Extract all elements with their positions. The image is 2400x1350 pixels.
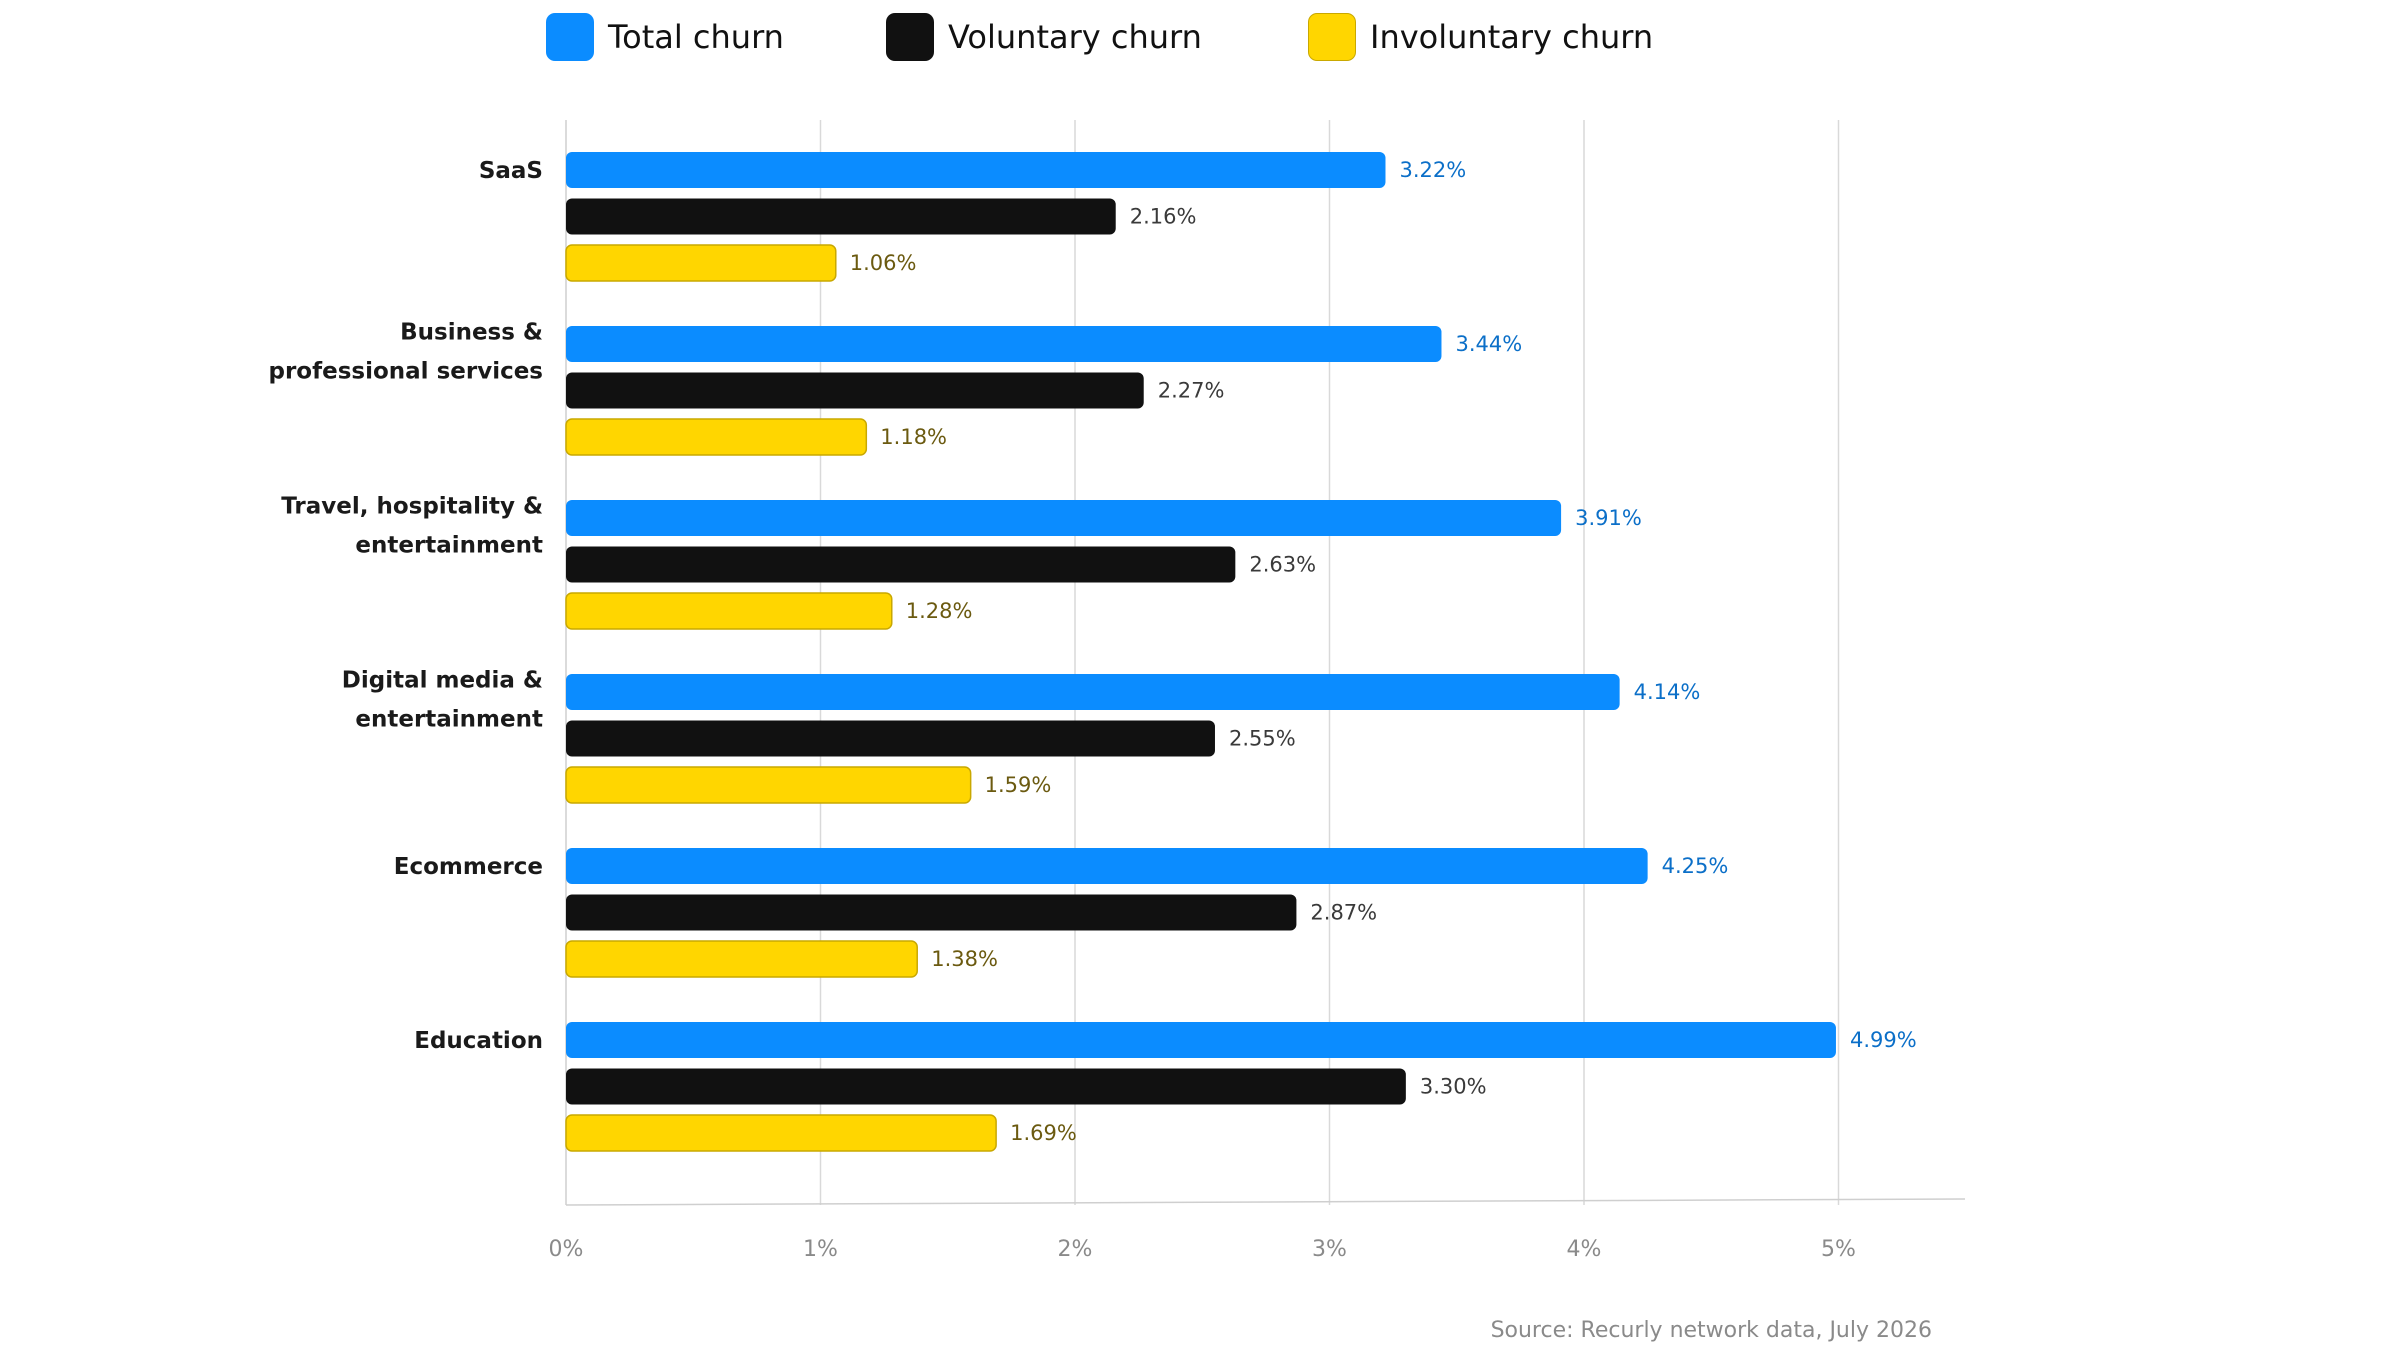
data-label: 1.28%: [906, 599, 973, 623]
category-label: entertainment: [355, 533, 543, 559]
bar: [566, 1022, 1836, 1058]
bar: [565, 940, 918, 978]
x-axis-line: [565, 1198, 1966, 1206]
data-label: 1.06%: [850, 251, 917, 275]
category-label: entertainment: [355, 707, 543, 733]
legend-label-voluntary: Voluntary churn: [948, 18, 1202, 56]
bar: [566, 848, 1648, 884]
data-label: 1.38%: [931, 947, 998, 971]
category-label: SaaS: [479, 158, 543, 184]
x-tick-label: 4%: [1567, 1237, 1602, 1262]
bar: [566, 1068, 1406, 1105]
category-label: professional services: [269, 359, 544, 385]
legend-item-involuntary: Involuntary churn: [1308, 12, 1653, 62]
legend-item-total: Total churn: [546, 12, 784, 62]
bar: [566, 546, 1236, 583]
bar: [566, 198, 1116, 235]
x-tick-label: 3%: [1312, 1237, 1347, 1262]
source-note: Source: Recurly network data, July 2026: [1490, 1318, 1932, 1343]
data-label: 4.99%: [1850, 1028, 1917, 1052]
category-label: Digital media &: [342, 668, 543, 694]
bar: [565, 766, 972, 804]
x-tick-label: 5%: [1821, 1237, 1856, 1262]
category-label: Business &: [400, 320, 543, 346]
data-label: 4.14%: [1634, 680, 1701, 704]
data-label: 3.30%: [1420, 1075, 1487, 1099]
data-label: 4.25%: [1662, 854, 1729, 878]
bar: [565, 592, 893, 630]
bar: [565, 1114, 997, 1152]
category-label: Ecommerce: [394, 854, 543, 880]
bar: [566, 894, 1297, 931]
data-label: 3.44%: [1455, 332, 1522, 356]
legend-label-total: Total churn: [608, 18, 784, 56]
legend-label-involuntary: Involuntary churn: [1370, 18, 1654, 56]
category-label: Travel, hospitality &: [281, 494, 543, 520]
legend-swatch-voluntary: [886, 13, 934, 61]
data-label: 2.16%: [1130, 205, 1197, 229]
legend-item-voluntary: Voluntary churn: [886, 12, 1202, 62]
bar: [565, 418, 868, 456]
bar: [566, 326, 1442, 362]
x-tick-label: 2%: [1058, 1237, 1093, 1262]
legend-swatch-total: [546, 13, 594, 61]
data-label: 2.27%: [1158, 379, 1225, 403]
bar: [566, 152, 1386, 188]
data-label: 2.63%: [1249, 553, 1316, 577]
legend: Total churn Voluntary churn Involuntary …: [0, 12, 2400, 62]
bar: [566, 720, 1215, 757]
category-label: Education: [414, 1028, 543, 1054]
data-label: 1.18%: [880, 425, 947, 449]
bar: [566, 500, 1562, 536]
data-label: 1.69%: [1010, 1121, 1077, 1145]
data-label: 3.22%: [1399, 158, 1466, 182]
data-label: 2.87%: [1310, 901, 1377, 925]
data-label: 3.91%: [1575, 506, 1642, 530]
bar: [565, 244, 837, 282]
legend-swatch-involuntary: [1308, 13, 1356, 61]
x-tick-label: 1%: [803, 1237, 838, 1262]
data-label: 1.59%: [985, 773, 1052, 797]
bar: [566, 372, 1144, 409]
x-tick-label: 0%: [549, 1237, 584, 1262]
data-label: 2.55%: [1229, 727, 1296, 751]
bar: [566, 674, 1620, 710]
